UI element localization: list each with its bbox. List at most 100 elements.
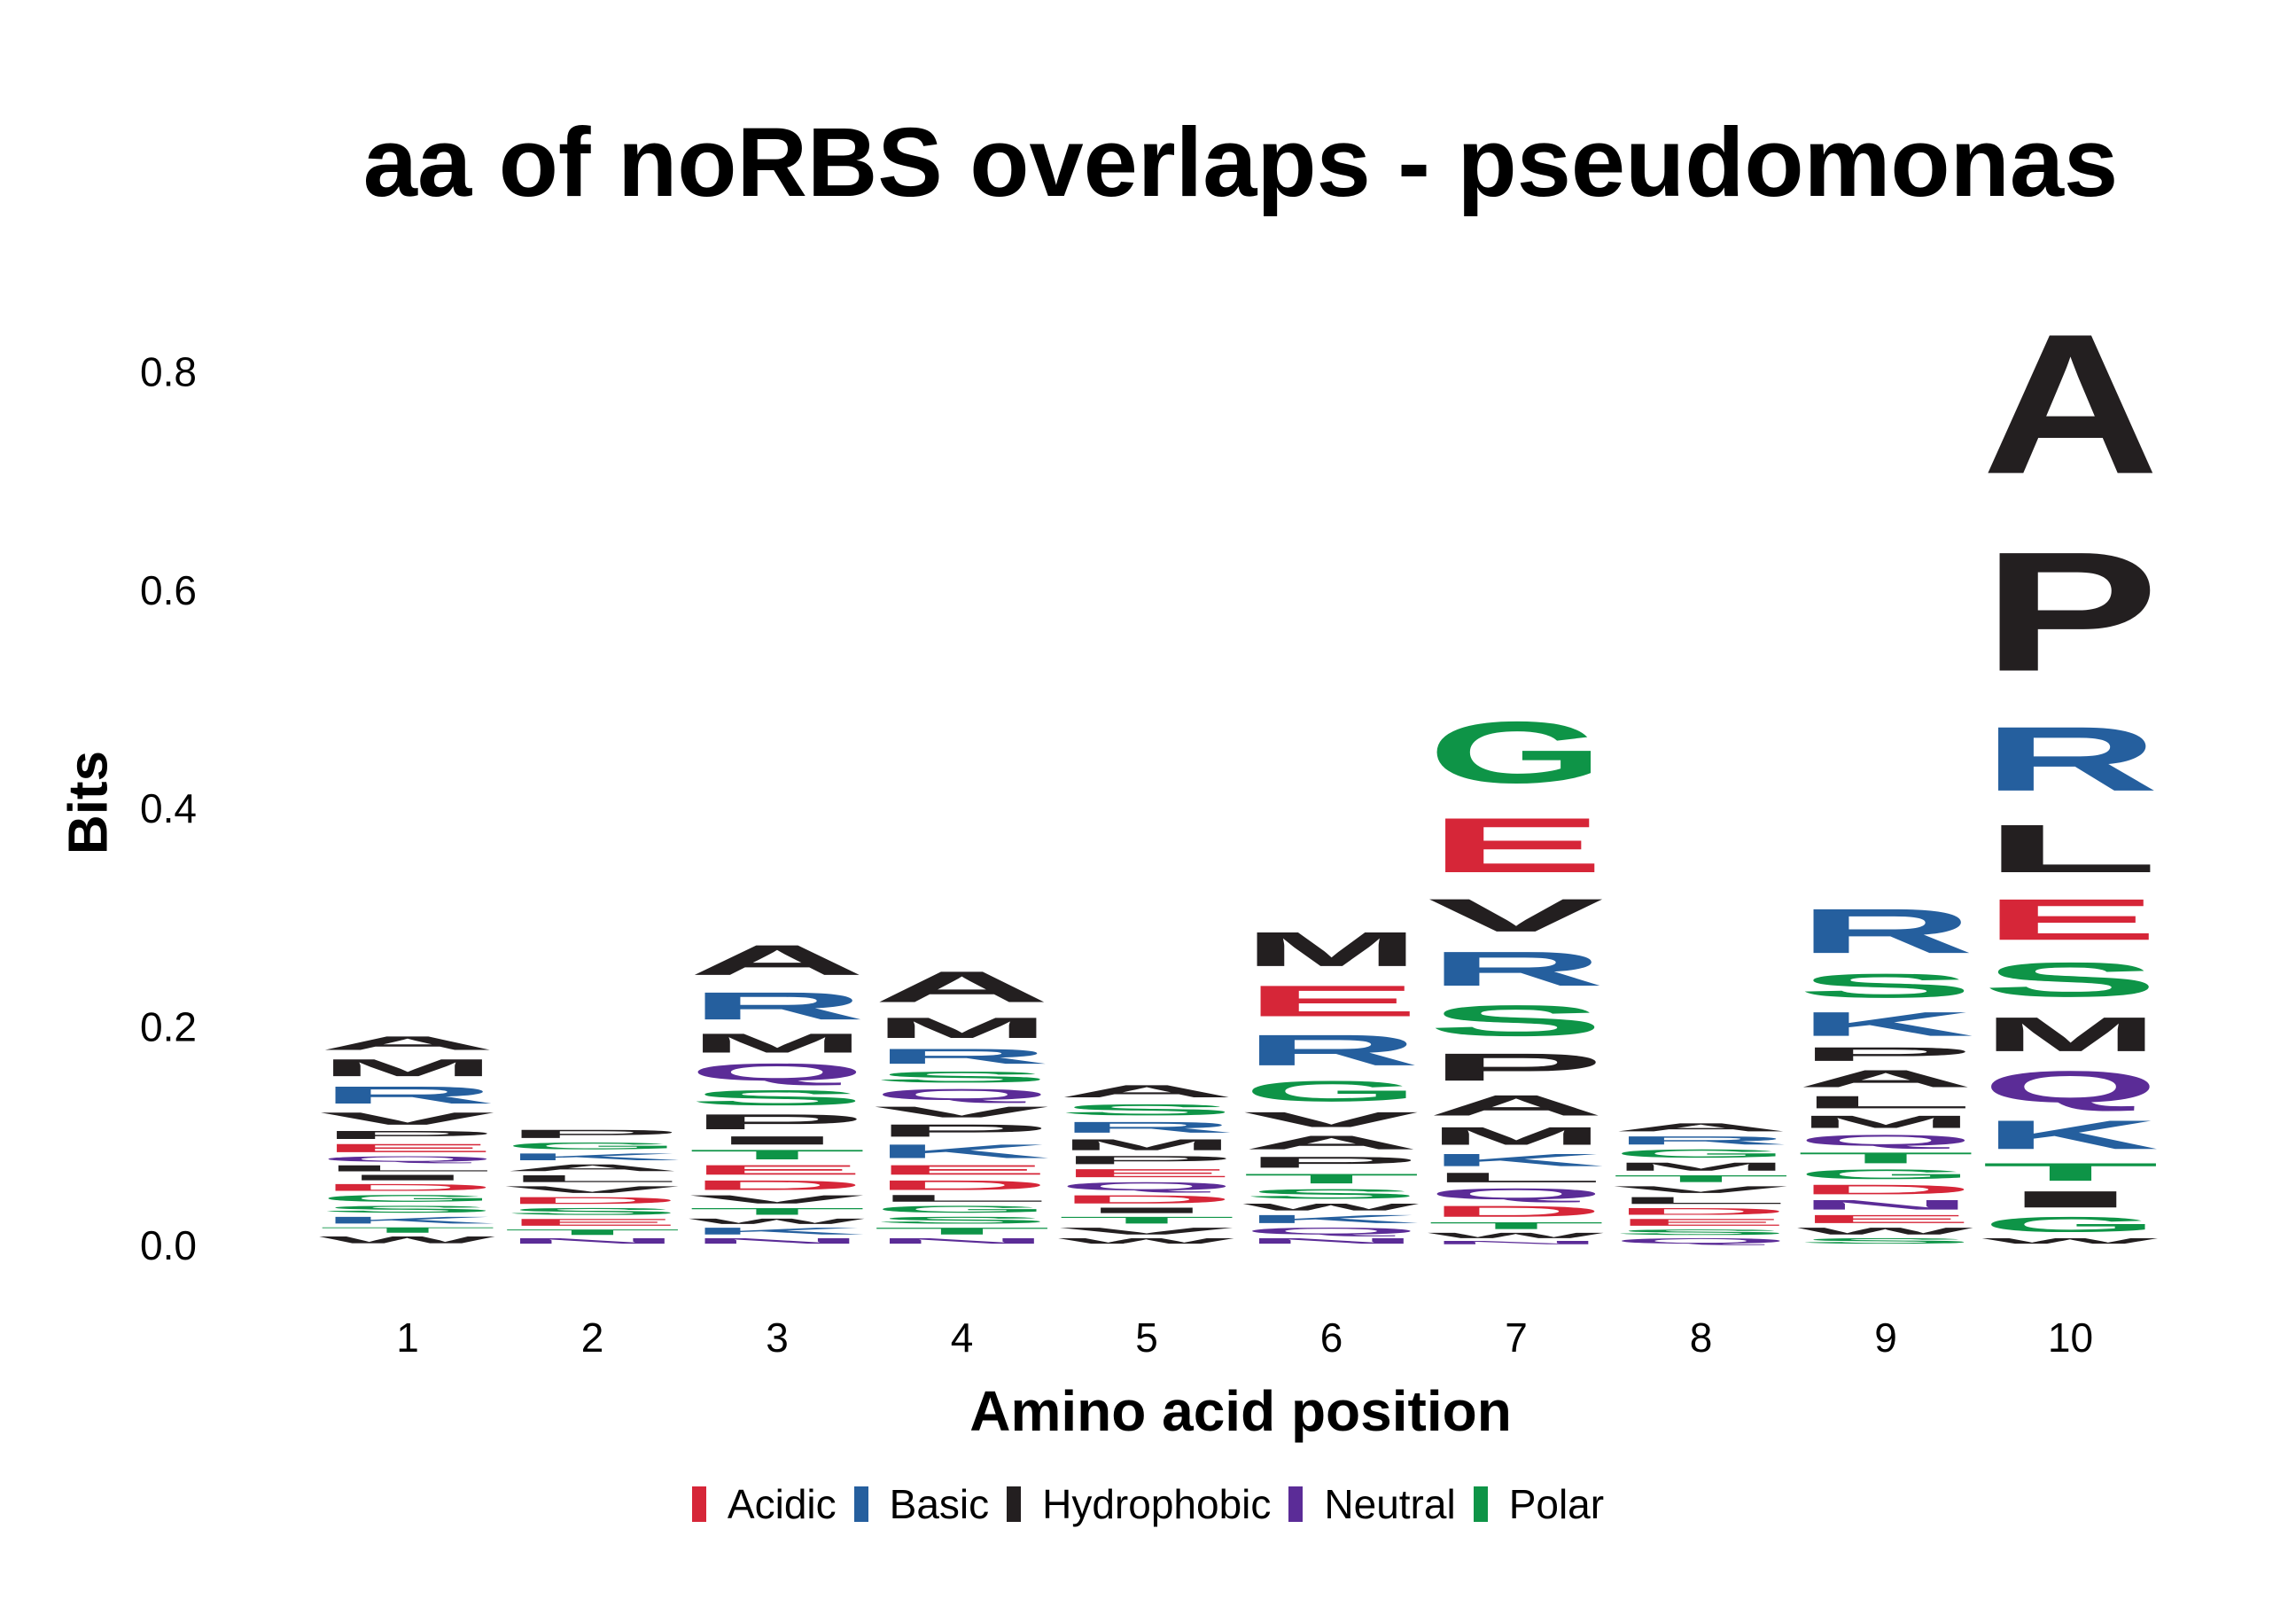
x-tick-label: 6: [1320, 1314, 1343, 1361]
logo-letter-q: Q: [1243, 1226, 1420, 1236]
logo-letter-q: Q: [1058, 1180, 1235, 1193]
legend-item-acidic: Acidic: [691, 1480, 837, 1528]
logo-letter-w: W: [319, 1235, 495, 1245]
logo-letter-g: G: [1797, 1166, 1974, 1182]
logo-letter-t: T: [504, 1228, 681, 1236]
logo-letter-v: V: [874, 1104, 1050, 1121]
logo-letter-m: M: [689, 1028, 866, 1058]
logo-letter-m: M: [1428, 1122, 1605, 1150]
x-tick-label: 10: [2048, 1314, 2093, 1361]
x-tick-label: 8: [1690, 1314, 1713, 1361]
logo-letter-i: I: [1982, 1186, 2160, 1213]
y-tick-label: 0.0: [140, 1222, 197, 1268]
logo-letter-k: K: [1243, 1213, 1420, 1226]
logo-letter-m: M: [1797, 1112, 1974, 1132]
logo-letter-n: N: [1243, 1236, 1420, 1245]
logo-letter-a: A: [319, 1033, 496, 1055]
logo-letter-d: D: [1428, 1203, 1605, 1221]
logo-letter-w: W: [1428, 1231, 1604, 1240]
legend-item-hydrophobic: Hydrophobic: [1007, 1480, 1271, 1528]
legend-label: Basic: [889, 1481, 990, 1527]
logo-letter-e: E: [1058, 1166, 1235, 1180]
logo-letter-p: P: [1058, 1153, 1235, 1166]
logo-letter-g: G: [874, 1204, 1051, 1214]
logo-letter-p: P: [1982, 517, 2160, 707]
logo-letter-m: M: [1613, 1160, 1790, 1174]
logo-letter-v: V: [319, 1109, 495, 1128]
logo-letter-q: Q: [874, 1086, 1051, 1104]
logo-letter-t: T: [319, 1226, 496, 1235]
logo-letter-t: T: [1613, 1174, 1790, 1184]
logo-letter-l: L: [874, 1193, 1051, 1204]
logo-letter-r: R: [1982, 708, 2160, 810]
logo-letter-d: D: [1797, 1182, 1974, 1197]
x-tick-label: 1: [396, 1314, 419, 1361]
logo-letter-v: V: [1613, 1184, 1789, 1195]
legend-swatch: [1473, 1486, 1488, 1522]
logo-letter-r: R: [1058, 1119, 1235, 1136]
logo-letter-a: A: [1243, 1132, 1420, 1154]
y-tick-label: 0.8: [140, 348, 197, 394]
logo-letter-m: M: [1243, 922, 1420, 977]
logo-letter-q: Q: [319, 1155, 496, 1164]
logo-letter-k: K: [689, 1226, 866, 1236]
logo-letter-k: K: [874, 1141, 1051, 1163]
logo-letter-l: L: [319, 1164, 496, 1174]
legend-item-neutral: Neutral: [1288, 1480, 1456, 1528]
y-tick-label: 0.6: [140, 567, 197, 613]
logo-letter-s: S: [1243, 1186, 1420, 1201]
chart-title: aa of noRBS overlaps - pseudomonas: [362, 108, 2119, 217]
logo-letter-r: R: [1613, 1134, 1790, 1147]
logo-letter-w: W: [689, 1217, 865, 1226]
logo-letter-g: G: [1428, 704, 1605, 801]
logo-letter-v: V: [1058, 1226, 1234, 1236]
logo-letter-q: Q: [1797, 1132, 1974, 1150]
x-tick-label: 2: [581, 1314, 604, 1361]
legend-swatch: [853, 1486, 868, 1522]
logo-letter-i: I: [319, 1174, 496, 1182]
legend-label: Polar: [1508, 1481, 1605, 1527]
legend-item-basic: Basic: [853, 1480, 990, 1528]
legend: Acidic Basic Hydrophobic Neutral Polar: [0, 1480, 2296, 1532]
logo-letter-r: R: [1797, 895, 1974, 966]
logo-letter-a: A: [1797, 1065, 1974, 1093]
logo-letter-k: K: [1428, 1150, 1605, 1170]
logo-letter-t: T: [874, 1226, 1051, 1236]
logo-letter-n: N: [504, 1236, 681, 1245]
logo-letter-r: R: [1243, 1026, 1420, 1074]
y-tick-label: 0.4: [140, 785, 197, 831]
logo-letter-t: T: [1243, 1171, 1420, 1186]
logo-letter-r: R: [319, 1081, 496, 1109]
logo-letter-e: E: [1982, 887, 2160, 953]
legend-label: Acidic: [727, 1481, 837, 1527]
logo-letter-g: G: [1613, 1147, 1790, 1160]
x-tick-label: 7: [1505, 1314, 1528, 1361]
logo-letter-d: D: [1058, 1193, 1235, 1206]
x-tick-label: 9: [1874, 1314, 1897, 1361]
logo-letter-t: T: [1982, 1158, 2160, 1186]
logo-letter-g: G: [1243, 1075, 1420, 1108]
logo-letter-w: W: [1058, 1236, 1234, 1245]
logo-letter-k: K: [1797, 1005, 1974, 1043]
x-tick-label: 3: [766, 1314, 789, 1361]
logo-letter-l: L: [1982, 811, 2160, 887]
logo-letter-w: W: [1243, 1202, 1420, 1213]
logo-letter-s: S: [319, 1204, 496, 1214]
logo-letter-t: T: [1797, 1150, 1974, 1167]
x-axis-label: Amino acid position: [969, 1379, 1512, 1443]
logo-letter-i: I: [1058, 1206, 1235, 1215]
logo-letter-t: T: [1428, 1221, 1605, 1231]
logo-letter-l: L: [1797, 1092, 1974, 1112]
logo-letter-r: R: [874, 1044, 1051, 1068]
logo-letter-w: W: [1797, 1226, 1973, 1236]
legend-label: Hydrophobic: [1042, 1481, 1272, 1527]
logo-letter-a: A: [1613, 1121, 1790, 1135]
logo-letter-q: Q: [1613, 1236, 1790, 1245]
logo-letter-k: K: [1982, 1112, 2160, 1158]
legend-swatch: [1288, 1486, 1304, 1522]
logo-letter-t: T: [689, 1147, 866, 1162]
logo-letter-e: E: [689, 1162, 866, 1177]
logo-letter-e: E: [319, 1142, 496, 1155]
logo-letter-l: L: [1428, 1170, 1605, 1185]
logo-letter-q: Q: [1428, 1185, 1605, 1203]
